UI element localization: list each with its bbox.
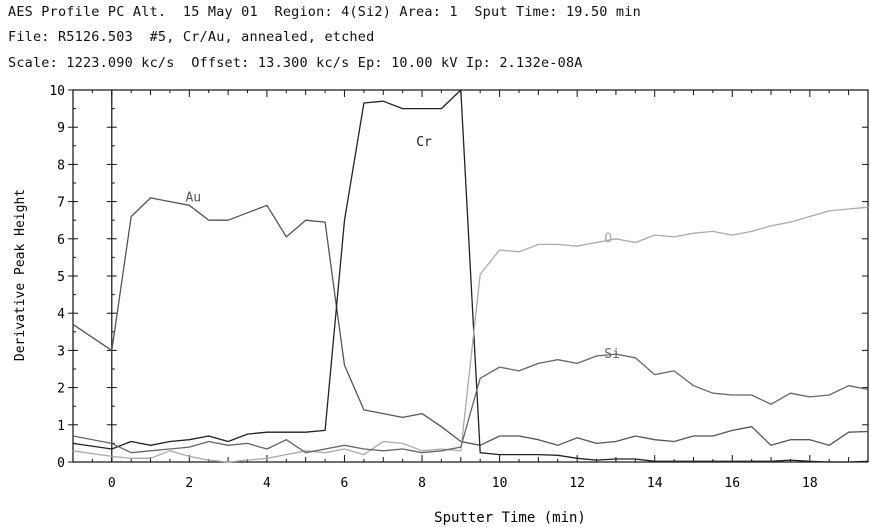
x-tick-label: 4: [263, 476, 271, 491]
y-tick-label: 1: [57, 419, 65, 434]
y-tick-label: 8: [57, 158, 65, 173]
y-tick-label: 6: [57, 233, 65, 248]
x-tick-label: 0: [108, 476, 116, 491]
y-tick-label: 5: [57, 270, 65, 285]
series-line-si: [72, 353, 869, 454]
series-line-au: [72, 197, 869, 446]
x-tick-label: 18: [802, 476, 818, 491]
y-tick-label: 0: [57, 456, 65, 471]
series-label-au: Au: [185, 191, 201, 206]
header-line-1: AES Profile PC Alt. 15 May 01 Region: 4(…: [8, 4, 641, 20]
y-tick-label: 3: [57, 344, 65, 359]
x-tick-label: 16: [724, 476, 740, 491]
series-line-cr: [72, 89, 869, 463]
x-axis-label: Sputter Time (min): [434, 510, 586, 526]
x-tick-label: 14: [647, 476, 663, 491]
y-tick-label: 7: [57, 196, 65, 211]
x-tick-label: 8: [418, 476, 426, 491]
header-line-3: Scale: 1223.090 kc/s Offset: 13.300 kc/s…: [8, 55, 583, 71]
series-labels: Au Cr O Si: [185, 135, 619, 362]
x-tick-label: 12: [569, 476, 585, 491]
y-axis-label: Derivative Peak Height: [13, 189, 28, 361]
series-line-o: [72, 206, 869, 463]
y-tick-label: 10: [49, 84, 65, 99]
x-tick-label: 6: [341, 476, 349, 491]
y-tick-label: 9: [57, 121, 65, 136]
series-label-o: O: [604, 232, 612, 247]
series-label-cr: Cr: [416, 135, 432, 150]
y-tick-label: 2: [57, 382, 65, 397]
series-label-si: Si: [604, 347, 620, 362]
series-lines: [72, 89, 869, 463]
x-tick-label: 2: [185, 476, 193, 491]
header-line-2: File: R5126.503 #5, Cr/Au, annealed, etc…: [8, 29, 375, 45]
x-tick-label: 10: [492, 476, 508, 491]
y-tick-label: 4: [57, 307, 65, 322]
